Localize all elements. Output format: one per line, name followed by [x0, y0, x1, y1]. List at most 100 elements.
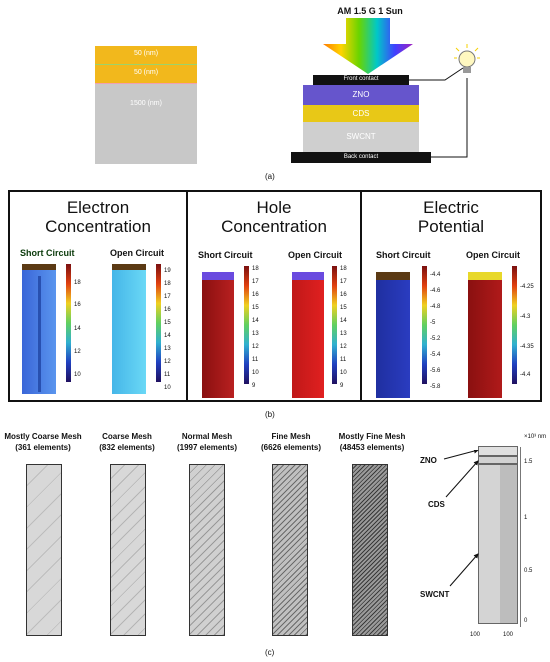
tick: -4.25 — [520, 284, 534, 290]
tick: -4.8 — [430, 304, 441, 310]
mesh-5-column — [352, 464, 388, 636]
tick: 14 — [164, 333, 171, 339]
panel-title-line2: Concentration — [221, 217, 327, 236]
mesh-3-column — [189, 464, 225, 636]
layer-divider — [95, 64, 197, 65]
layer-mid-cds — [95, 65, 197, 83]
mesh-5-count: (48453 elements) — [339, 443, 405, 452]
colorbar-short — [244, 266, 249, 384]
hole-concentration-panel: Hole Concentration Short Circuit Open Ci… — [186, 190, 362, 402]
tick: 11 — [340, 357, 347, 363]
mesh-2-count: (832 elements) — [99, 443, 155, 452]
mesh-2-column — [110, 464, 146, 636]
tick: 10 — [252, 370, 259, 376]
pointer-arrows — [443, 450, 479, 587]
tick: 12 — [164, 359, 171, 365]
short-circuit-label: Short Circuit — [198, 250, 253, 260]
axis-tick-0: 0 — [524, 618, 528, 624]
tick: 18 — [340, 266, 347, 272]
tick: -4.3 — [520, 314, 531, 320]
tick: 12 — [252, 344, 259, 350]
open-circuit-column — [112, 264, 146, 394]
mesh-4-count: (6626 elements) — [260, 443, 322, 452]
mesh-1-column — [26, 464, 62, 636]
short-circuit-column — [376, 272, 410, 398]
mesh-1-count: (361 elements) — [15, 443, 71, 452]
tick: 17 — [252, 279, 259, 285]
geometry-cds-band — [478, 456, 518, 464]
tick: 11 — [252, 357, 259, 363]
tick: 9 — [252, 383, 256, 389]
bottom-tick-left: 100 — [470, 632, 481, 638]
sun-label: AM 1.5 G 1 Sun — [337, 6, 403, 16]
short-circuit-column — [202, 272, 234, 398]
panel-title-line2: Potential — [417, 217, 485, 236]
tick: -4.6 — [430, 288, 441, 294]
tick: 15 — [164, 320, 171, 326]
sunlight-arrow-icon — [323, 18, 413, 74]
open-circuit-label: Open Circuit — [110, 248, 165, 258]
tick: -5.4 — [430, 352, 441, 358]
panel-title-line1: Electron — [66, 198, 130, 217]
tick: -4.4 — [520, 372, 531, 378]
mesh-2-name: Coarse Mesh — [102, 432, 152, 441]
tick: 13 — [340, 331, 347, 337]
tick: 13 — [164, 346, 171, 352]
tick: 17 — [164, 294, 171, 300]
label-zno: ZNO — [420, 456, 437, 465]
tick: 16 — [340, 292, 347, 298]
tick: 14 — [340, 318, 347, 324]
lightbulb-icon — [454, 44, 480, 73]
front-contact — [313, 75, 409, 85]
tick: 10 — [74, 372, 81, 378]
colorbar-open — [512, 266, 517, 384]
mesh-5-name: Mostly Fine Mesh — [338, 432, 406, 441]
tick: 12 — [340, 344, 347, 350]
colorbar-open — [332, 266, 337, 384]
caption-b: (b) — [265, 410, 275, 419]
tick: 13 — [252, 331, 259, 337]
mesh-4-name: Fine Mesh — [271, 432, 311, 441]
tick: 14 — [252, 318, 259, 324]
layer-divider-2 — [95, 83, 197, 84]
tick: 9 — [340, 383, 344, 389]
geometry-swcnt-body — [478, 464, 518, 624]
electric-potential-panel: Electric Potential Short Circuit Open Ci… — [360, 190, 542, 402]
colorbar-short — [66, 264, 71, 382]
back-contact-label: Back contact — [343, 154, 379, 160]
tick: -4.4 — [430, 272, 441, 278]
open-circuit-label: Open Circuit — [288, 250, 343, 260]
layer-top-zno — [95, 46, 197, 64]
geometry-axis-line — [520, 447, 521, 627]
tick: 16 — [74, 302, 81, 308]
axis-tick-1: 1 — [524, 515, 528, 521]
tick: -4.35 — [520, 344, 534, 350]
layer-top-label: 50 (nm) — [133, 50, 159, 57]
label-cds: CDS — [428, 500, 445, 509]
short-circuit-label: Short Circuit — [376, 250, 431, 260]
tick: 12 — [74, 349, 81, 355]
layer-bottom-label: 1500 (nm) — [130, 100, 162, 107]
short-circuit-label: Short Circuit — [20, 248, 75, 258]
mesh-4-column — [272, 464, 308, 636]
axis-unit-label: ×10³ nm — [524, 434, 547, 440]
tick: 16 — [252, 292, 259, 298]
mesh-3-name: Normal Mesh — [181, 432, 233, 441]
swcnt-label: SWCNT — [346, 132, 376, 141]
tick: -5.2 — [430, 336, 441, 342]
front-contact-label: Front contact — [343, 76, 379, 82]
tick: 19 — [164, 268, 171, 274]
label-swcnt: SWCNT — [420, 590, 450, 599]
short-circuit-column-shadow — [38, 276, 41, 392]
swcnt-layer — [303, 122, 419, 152]
layer-mid-label: 50 (nm) — [133, 69, 159, 76]
layer-bottom-swcnt — [95, 84, 197, 164]
axis-tick-0-5: 0.5 — [524, 568, 533, 574]
colorbar-open — [156, 264, 161, 382]
tick: 18 — [74, 280, 81, 286]
tick: 15 — [340, 305, 347, 311]
panel-title-line1: Hole — [256, 198, 292, 217]
open-circuit-label: Open Circuit — [466, 250, 521, 260]
tick: 18 — [252, 266, 259, 272]
tick: -5.8 — [430, 384, 441, 390]
